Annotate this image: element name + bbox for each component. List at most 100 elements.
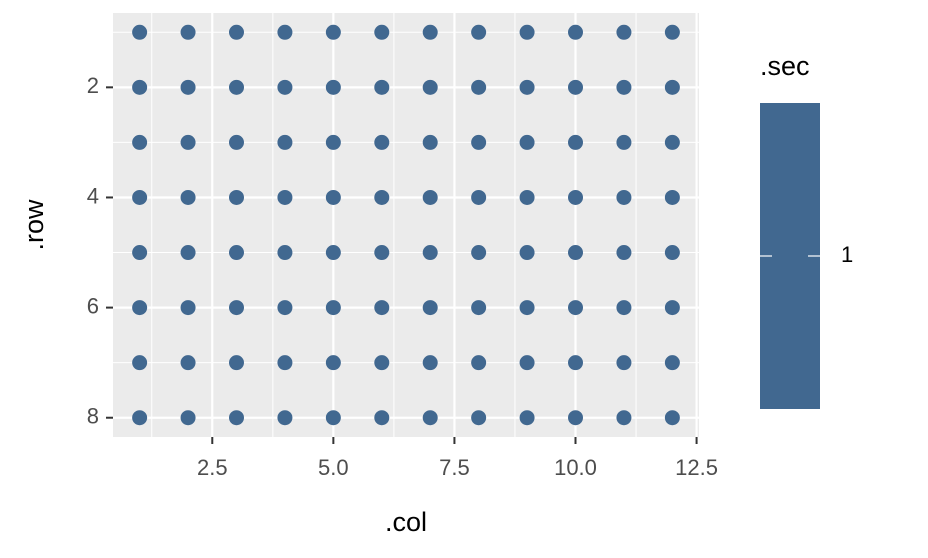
point [616, 410, 632, 426]
point [277, 355, 293, 371]
point [422, 245, 438, 261]
point [422, 24, 438, 40]
point [664, 355, 680, 371]
point [180, 355, 196, 371]
point [180, 24, 196, 40]
point [374, 134, 390, 150]
point [325, 24, 341, 40]
point [422, 189, 438, 205]
point [325, 189, 341, 205]
point [616, 134, 632, 150]
point [616, 245, 632, 261]
point [471, 300, 487, 316]
point [132, 189, 148, 205]
point [664, 245, 680, 261]
point [664, 410, 680, 426]
point [374, 410, 390, 426]
point [180, 300, 196, 316]
point [132, 300, 148, 316]
point [519, 189, 535, 205]
point [519, 355, 535, 371]
point [228, 79, 244, 95]
point [519, 24, 535, 40]
point [132, 355, 148, 371]
x-tick-label: 10.0 [554, 455, 597, 480]
point [616, 189, 632, 205]
point [471, 79, 487, 95]
point [664, 79, 680, 95]
point [422, 79, 438, 95]
point [228, 300, 244, 316]
x-tick-label: 5.0 [318, 455, 349, 480]
point [228, 189, 244, 205]
point [228, 24, 244, 40]
y-tick-label: 8 [87, 404, 99, 429]
point [325, 355, 341, 371]
point [422, 134, 438, 150]
point [616, 300, 632, 316]
point [325, 79, 341, 95]
point [422, 355, 438, 371]
point [325, 300, 341, 316]
point [664, 300, 680, 316]
point [568, 355, 584, 371]
point [374, 189, 390, 205]
point [180, 245, 196, 261]
point [519, 134, 535, 150]
point [422, 300, 438, 316]
point [471, 245, 487, 261]
point [228, 245, 244, 261]
point [277, 189, 293, 205]
legend-label: 1 [841, 242, 853, 267]
x-tick-label: 7.5 [439, 455, 470, 480]
point [180, 79, 196, 95]
point [277, 79, 293, 95]
point [568, 245, 584, 261]
point [132, 24, 148, 40]
point [471, 134, 487, 150]
point [422, 410, 438, 426]
point [664, 189, 680, 205]
point [132, 410, 148, 426]
point [180, 410, 196, 426]
x-axis-title: .col [385, 507, 427, 537]
point [616, 355, 632, 371]
point [568, 134, 584, 150]
point [664, 134, 680, 150]
panel [113, 13, 699, 437]
point [132, 134, 148, 150]
point [374, 355, 390, 371]
point [277, 245, 293, 261]
point [568, 300, 584, 316]
point [616, 79, 632, 95]
point [664, 24, 680, 40]
point [471, 410, 487, 426]
point [277, 300, 293, 316]
x-tick-label: 12.5 [675, 455, 718, 480]
point [519, 245, 535, 261]
point [132, 79, 148, 95]
point [471, 24, 487, 40]
y-tick-label: 6 [87, 293, 99, 318]
point [325, 410, 341, 426]
point [568, 189, 584, 205]
point [568, 79, 584, 95]
point [519, 79, 535, 95]
point [616, 24, 632, 40]
point [374, 79, 390, 95]
point [325, 245, 341, 261]
point [519, 300, 535, 316]
point [277, 24, 293, 40]
point [374, 300, 390, 316]
point [568, 24, 584, 40]
point [132, 245, 148, 261]
point [228, 355, 244, 371]
point [228, 134, 244, 150]
point [277, 410, 293, 426]
x-tick-label: 2.5 [197, 455, 228, 480]
point [519, 410, 535, 426]
point [374, 24, 390, 40]
point [471, 355, 487, 371]
y-tick-label: 2 [87, 73, 99, 98]
y-tick-label: 4 [87, 183, 99, 208]
